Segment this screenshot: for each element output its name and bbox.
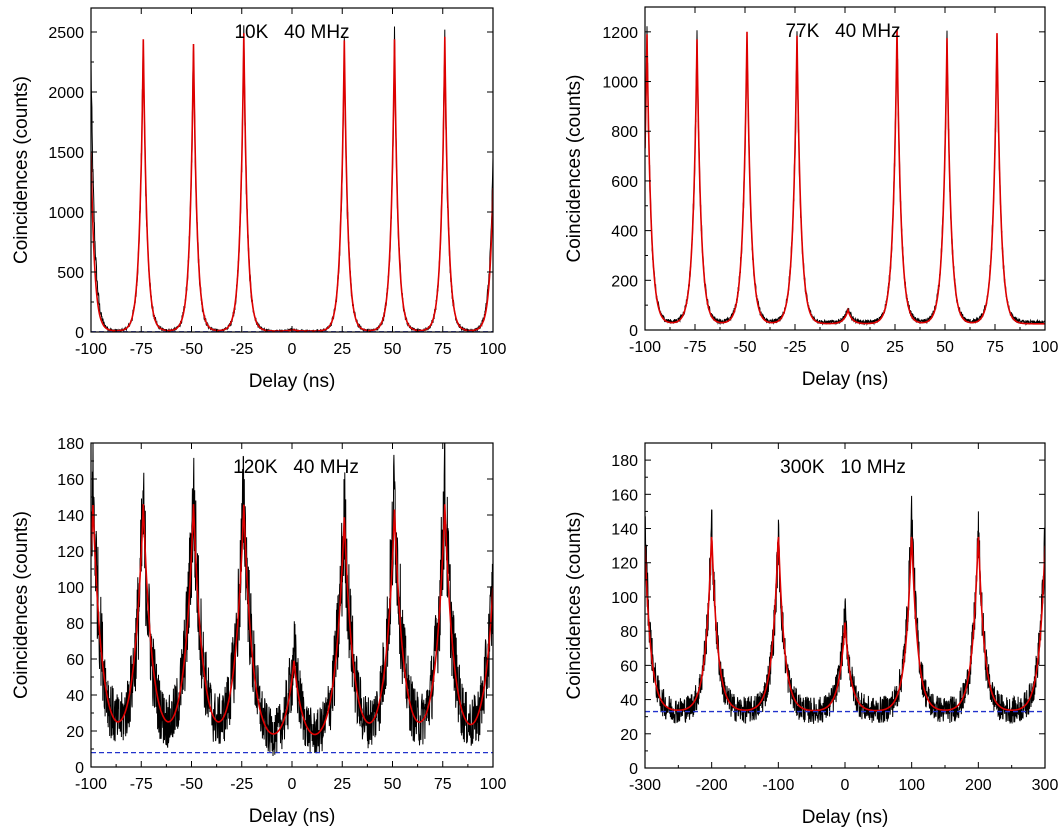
y-tick-label: 0 bbox=[629, 323, 638, 340]
x-tick-label: 75 bbox=[986, 339, 1004, 356]
x-tick-label: -75 bbox=[683, 339, 706, 356]
x-tick-label: 0 bbox=[288, 776, 297, 793]
x-tick-label: -75 bbox=[130, 341, 153, 358]
panel-title: 10K 40 MHz bbox=[234, 22, 349, 43]
x-axis-label: Delay (ns) bbox=[802, 369, 889, 390]
plot-frame bbox=[90, 442, 494, 768]
y-tick-label: 80 bbox=[66, 616, 84, 633]
y-tick-label: 180 bbox=[57, 436, 84, 453]
x-tick-label: 0 bbox=[841, 339, 850, 356]
measured-curve bbox=[645, 495, 1045, 724]
y-tick-label: 160 bbox=[611, 487, 638, 504]
plot-frame bbox=[90, 7, 494, 333]
x-tick-label: -100 bbox=[75, 341, 107, 358]
x-tick-label: 25 bbox=[333, 341, 351, 358]
y-axis-label: Coincidences (counts) bbox=[11, 76, 32, 264]
x-tick-label: -25 bbox=[783, 339, 806, 356]
chart-panel-2: -100 -75 -50 -25 0 25 50 75 10002004006008001000… bbox=[564, 6, 1059, 390]
fit-curve bbox=[91, 33, 493, 332]
y-tick-label: 0 bbox=[629, 761, 638, 778]
chart-panel-1: -100 -75 -50 -25 0 25 50 75 10005001000150020002… bbox=[11, 7, 507, 392]
x-axis-label: Delay (ns) bbox=[249, 806, 336, 827]
x-tick-label: -50 bbox=[180, 776, 203, 793]
measured-curve bbox=[91, 443, 493, 757]
x-tick-label: -100 bbox=[629, 339, 661, 356]
y-tick-label: 0 bbox=[75, 760, 84, 777]
x-tick-label: 50 bbox=[936, 339, 954, 356]
y-tick-label: 200 bbox=[611, 273, 638, 290]
y-tick-label: 120 bbox=[57, 544, 84, 561]
x-tick-label: 200 bbox=[965, 777, 992, 794]
y-tick-label: 60 bbox=[620, 658, 638, 675]
x-tick-label: 50 bbox=[384, 341, 402, 358]
x-tick-label: 75 bbox=[434, 776, 452, 793]
x-tick-label: 100 bbox=[1032, 339, 1059, 356]
y-tick-label: 120 bbox=[611, 556, 638, 573]
x-tick-label: 25 bbox=[886, 339, 904, 356]
y-axis-label: Coincidences (counts) bbox=[564, 75, 585, 263]
y-tick-label: 1000 bbox=[602, 75, 638, 92]
x-tick-label: 100 bbox=[480, 776, 507, 793]
x-tick-label: -25 bbox=[230, 776, 253, 793]
x-tick-label: -100 bbox=[762, 777, 794, 794]
y-tick-label: 2500 bbox=[48, 25, 84, 42]
y-tick-label: 1200 bbox=[602, 25, 638, 42]
x-tick-label: 100 bbox=[898, 777, 925, 794]
x-axis-label: Delay (ns) bbox=[802, 807, 889, 828]
y-tick-label: 40 bbox=[620, 693, 638, 710]
x-tick-label: 100 bbox=[480, 341, 507, 358]
measured-curve bbox=[91, 25, 493, 332]
x-axis-label: Delay (ns) bbox=[249, 371, 336, 392]
panel-title: 77K 40 MHz bbox=[785, 21, 900, 42]
x-tick-label: -50 bbox=[180, 341, 203, 358]
chart-panel-3: -100 -75 -50 -25 0 25 50 75 100 0 20 40 60 80 100 120 14… bbox=[11, 436, 507, 827]
y-axis-label: Coincidences (counts) bbox=[564, 512, 585, 700]
x-tick-label: -100 bbox=[75, 776, 107, 793]
y-tick-label: 140 bbox=[57, 508, 84, 525]
y-tick-label: 180 bbox=[611, 453, 638, 470]
fit-curve bbox=[645, 29, 1045, 325]
x-tick-label: 25 bbox=[333, 776, 351, 793]
x-tick-label: -75 bbox=[130, 776, 153, 793]
x-tick-label: 75 bbox=[434, 341, 452, 358]
panel-title: 120K 40 MHz bbox=[233, 457, 359, 478]
x-tick-label: -200 bbox=[696, 777, 728, 794]
x-tick-label: -25 bbox=[230, 341, 253, 358]
y-tick-label: 140 bbox=[611, 522, 638, 539]
y-tick-label: 40 bbox=[66, 688, 84, 705]
x-tick-label: -50 bbox=[733, 339, 756, 356]
y-axis-label: Coincidences (counts) bbox=[11, 511, 32, 699]
y-tick-label: 100 bbox=[611, 590, 638, 607]
y-tick-label: 600 bbox=[611, 174, 638, 191]
y-tick-label: 2000 bbox=[48, 85, 84, 102]
x-tick-label: 300 bbox=[1032, 777, 1059, 794]
x-tick-label: -300 bbox=[629, 777, 661, 794]
y-tick-label: 80 bbox=[620, 624, 638, 641]
fit-curve bbox=[91, 504, 493, 736]
y-tick-label: 100 bbox=[57, 580, 84, 597]
chart-panel-4: -300 -200 -100 0 100 200 300 0 20 40 60 80 100 120 140… bbox=[564, 442, 1059, 828]
y-tick-label: 0 bbox=[75, 325, 84, 342]
panel-title: 300K 10 MHz bbox=[780, 457, 906, 478]
y-tick-label: 1000 bbox=[48, 205, 84, 222]
x-tick-label: 50 bbox=[384, 776, 402, 793]
y-tick-label: 160 bbox=[57, 472, 84, 489]
y-tick-label: 20 bbox=[66, 724, 84, 741]
y-tick-label: 1500 bbox=[48, 145, 84, 162]
y-tick-label: 400 bbox=[611, 224, 638, 241]
x-tick-label: 0 bbox=[841, 777, 850, 794]
y-tick-label: 500 bbox=[57, 265, 84, 282]
fit-curve bbox=[645, 536, 1045, 712]
y-tick-label: 60 bbox=[66, 652, 84, 669]
y-tick-label: 800 bbox=[611, 124, 638, 141]
x-tick-label: 0 bbox=[288, 341, 297, 358]
y-tick-label: 20 bbox=[620, 727, 638, 744]
